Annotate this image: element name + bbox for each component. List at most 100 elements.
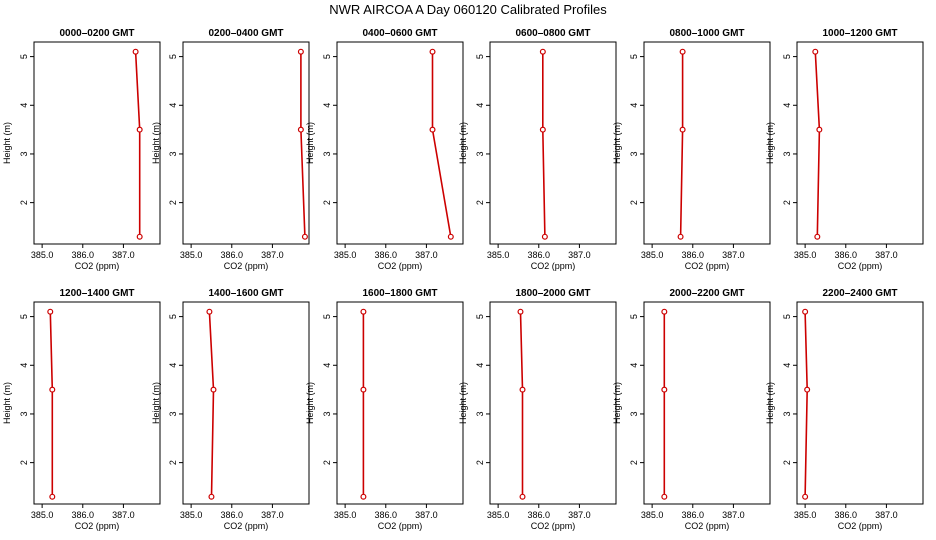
y-tick-label: 3: [322, 411, 332, 416]
y-tick-label: 5: [475, 54, 485, 59]
y-tick-label: 3: [629, 151, 639, 156]
x-tick-label: 387.0: [568, 250, 591, 260]
profile-point: [297, 126, 304, 133]
x-axis-label: CO2 (ppm): [75, 521, 120, 531]
plot-frame: [796, 41, 924, 245]
x-tick-label: 386.0: [682, 510, 705, 520]
y-tick-label: 2: [629, 200, 639, 205]
x-axis-label: CO2 (ppm): [838, 261, 883, 271]
y-tick-label: 5: [168, 54, 178, 59]
panel-12: 2200–2400 GMT 385.0 386.0 387.0 2 3 4 5 CO2 (ppm…: [765, 288, 924, 531]
y-tick-label: 3: [19, 151, 29, 156]
x-tick-label: 387.0: [261, 250, 284, 260]
panel-title: 0000–0200 GMT: [59, 28, 134, 39]
x-tick-label: 387.0: [415, 510, 438, 520]
x-tick-label: 386.0: [221, 510, 244, 520]
panel-title: 1400–1600 GMT: [208, 288, 283, 299]
x-tick-label: 385.0: [641, 250, 664, 260]
panel-title: 1200–1400 GMT: [59, 288, 134, 299]
profile-line: [804, 311, 809, 497]
profile-point: [541, 233, 548, 240]
x-axis-label: CO2 (ppm): [838, 521, 883, 531]
profile-point: [679, 126, 686, 133]
profile-point: [210, 386, 217, 393]
y-axis-label: Height (m): [458, 382, 468, 424]
profile-point: [208, 493, 215, 500]
panel-10: 1800–2000 GMT 385.0 386.0 387.0 2 3 4 5 CO2 (ppm…: [458, 288, 617, 531]
y-tick-label: 4: [322, 103, 332, 108]
y-tick-label: 2: [475, 200, 485, 205]
y-tick-label: 2: [19, 200, 29, 205]
plot-frame: [182, 301, 310, 505]
y-tick-label: 3: [322, 151, 332, 156]
x-tick-label: 387.0: [722, 250, 745, 260]
profile-point: [812, 48, 819, 55]
x-tick-label: 386.0: [72, 510, 95, 520]
y-tick-label: 4: [782, 363, 792, 368]
profile-line: [679, 51, 684, 237]
panel-title: 1600–1800 GMT: [362, 288, 437, 299]
x-tick-label: 387.0: [875, 250, 898, 260]
profile-point: [802, 308, 809, 315]
x-tick-label: 387.0: [261, 510, 284, 520]
plot-frame: [33, 41, 161, 245]
x-axis-label: CO2 (ppm): [75, 261, 120, 271]
y-tick-label: 5: [322, 54, 332, 59]
plot-frame: [643, 41, 771, 245]
y-tick-label: 3: [782, 411, 792, 416]
profile-point: [519, 386, 526, 393]
x-tick-label: 386.0: [835, 510, 858, 520]
y-tick-label: 5: [782, 54, 792, 59]
profile-point: [661, 493, 668, 500]
x-axis-label: CO2 (ppm): [224, 521, 269, 531]
y-axis-label: Height (m): [305, 382, 315, 424]
x-tick-label: 387.0: [112, 250, 135, 260]
profile-point: [447, 233, 454, 240]
x-tick-label: 385.0: [334, 510, 357, 520]
profile-line: [519, 311, 524, 497]
y-tick-label: 4: [322, 363, 332, 368]
panel-title: 1000–1200 GMT: [822, 28, 897, 39]
plot-frame: [489, 301, 617, 505]
profile-point: [301, 233, 308, 240]
y-axis-label: Height (m): [765, 122, 775, 164]
x-tick-label: 387.0: [722, 510, 745, 520]
profile-point: [816, 126, 823, 133]
profile-point: [47, 308, 54, 315]
y-tick-label: 5: [629, 54, 639, 59]
x-tick-label: 386.0: [72, 250, 95, 260]
y-tick-label: 2: [19, 460, 29, 465]
y-tick-label: 2: [475, 460, 485, 465]
panel-title: 0600–0800 GMT: [515, 28, 590, 39]
y-tick-label: 4: [475, 103, 485, 108]
plot-frame: [336, 41, 464, 245]
profile-point: [429, 126, 436, 133]
y-tick-label: 5: [168, 314, 178, 319]
x-axis-label: CO2 (ppm): [224, 261, 269, 271]
panel-3: 0400–0600 GMT 385.0 386.0 387.0 2 3 4 5 CO2 (ppm…: [305, 28, 464, 271]
y-axis-label: Height (m): [765, 382, 775, 424]
panel-6: 1000–1200 GMT 385.0 386.0 387.0 2 3 4 5 CO2 (ppm…: [765, 28, 924, 271]
y-tick-label: 3: [629, 411, 639, 416]
y-tick-label: 4: [629, 103, 639, 108]
profile-point: [49, 493, 56, 500]
y-tick-label: 3: [19, 411, 29, 416]
x-tick-label: 387.0: [568, 510, 591, 520]
panel-title: 1800–2000 GMT: [515, 288, 590, 299]
panel-5: 0800–1000 GMT 385.0 386.0 387.0 2 3 4 5 CO2 (ppm…: [612, 28, 771, 271]
panel-4: 0600–0800 GMT 385.0 386.0 387.0 2 3 4 5 CO2 (ppm…: [458, 28, 617, 271]
y-tick-label: 5: [782, 314, 792, 319]
y-tick-label: 4: [782, 103, 792, 108]
y-tick-label: 2: [782, 460, 792, 465]
profile-line: [208, 311, 215, 497]
x-tick-label: 385.0: [794, 510, 817, 520]
profile-point: [677, 233, 684, 240]
plot-frame: [796, 301, 924, 505]
y-tick-label: 2: [322, 460, 332, 465]
plot-frame: [489, 41, 617, 245]
plot-frame: [336, 301, 464, 505]
plot-frame: [643, 301, 771, 505]
profile-line: [814, 51, 821, 237]
y-axis-label: Height (m): [612, 382, 622, 424]
x-tick-label: 385.0: [487, 510, 510, 520]
